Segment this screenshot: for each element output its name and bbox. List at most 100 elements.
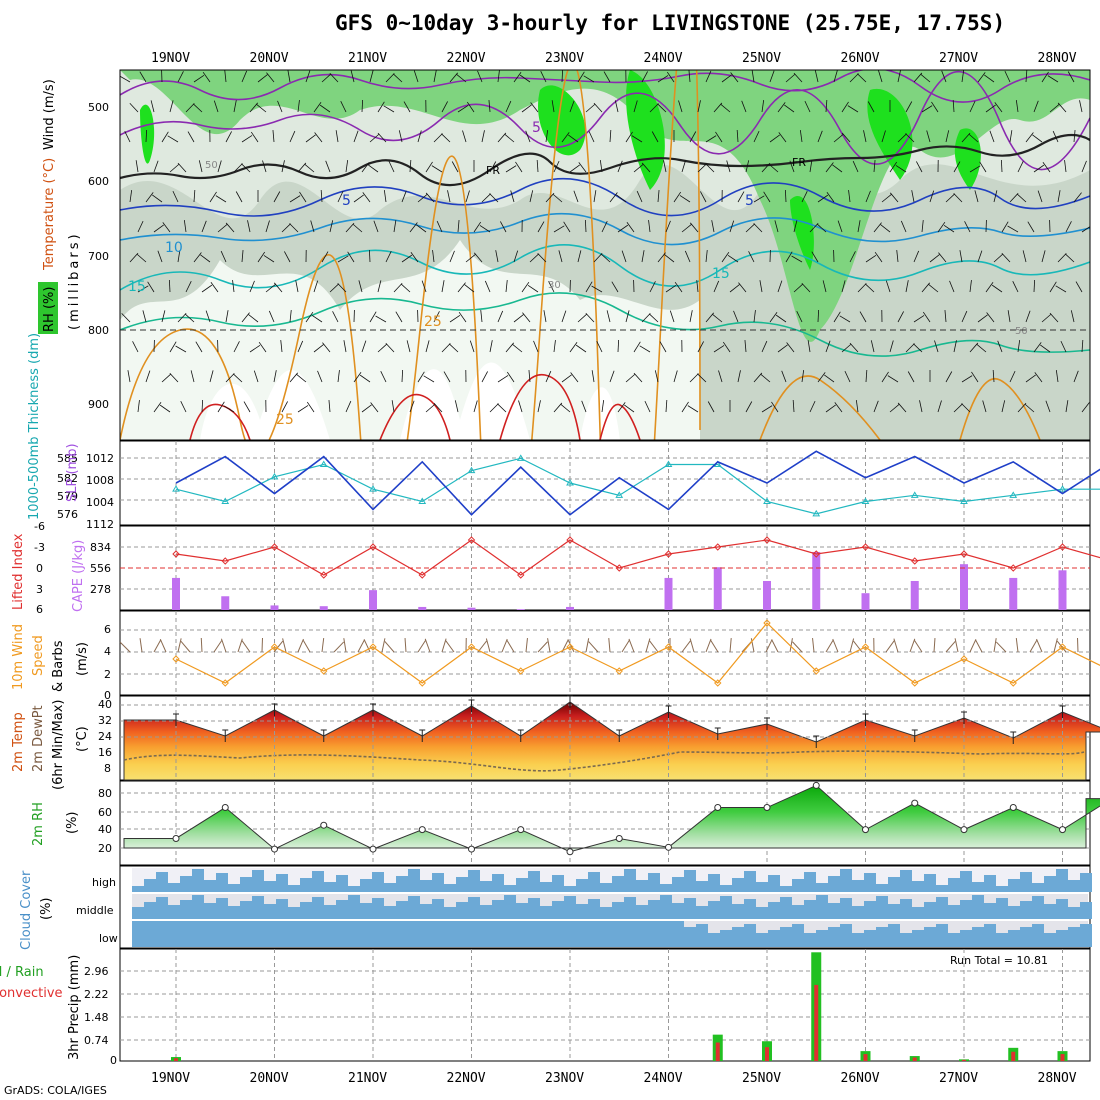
upper-wind-barb	[1034, 372, 1043, 383]
upper-wind-barb	[200, 254, 211, 263]
cloud-low-block	[204, 921, 216, 947]
cloud-high-block	[888, 877, 900, 892]
upper-wind-barb	[878, 70, 883, 83]
rh-contour-green-mid	[120, 70, 1090, 342]
day-label-top: 23NOV	[545, 51, 584, 66]
upper-wind-barb	[817, 372, 826, 383]
upper-wind-barb	[177, 250, 181, 263]
upper-wind-barb	[905, 343, 915, 353]
thickness-point	[910, 491, 919, 498]
precip-bars	[171, 952, 1068, 1061]
slp-tick: 1008	[86, 474, 114, 487]
upper-wind-barb	[581, 400, 587, 413]
upper-wind-barb	[943, 224, 955, 233]
cloud-mid-block	[768, 902, 780, 919]
upper-wind-barb	[864, 283, 875, 293]
upper-wind-barb	[249, 344, 261, 353]
cloud-high-block	[840, 869, 852, 892]
cloud-high-block	[156, 872, 168, 892]
upper-wind-barb	[448, 343, 459, 353]
upper-wind-barb	[473, 252, 483, 263]
upper-wind-barb	[563, 221, 571, 233]
isotherm-label: 15	[712, 266, 730, 282]
cloud-low-block	[456, 921, 468, 947]
upper-wind-barb	[881, 194, 892, 203]
upper-wind-barb	[825, 162, 834, 173]
upper-wind-barb	[1045, 400, 1051, 413]
cloud-low-block	[324, 921, 336, 947]
upper-wind-barb	[847, 105, 859, 113]
cloud-low-block	[336, 921, 348, 947]
rh2m-axis-label: 2m RH	[31, 802, 46, 846]
upper-wind-barb	[689, 310, 693, 323]
cloud-high-block	[900, 870, 912, 892]
upper-wind-barb	[177, 312, 187, 323]
wind-point	[714, 679, 722, 687]
isotherm-label: 10	[165, 240, 183, 256]
upper-wind-barb	[784, 189, 787, 203]
upper-wind-barb	[657, 190, 660, 203]
upper-wind-barb	[328, 400, 331, 413]
upper-wind-barb	[321, 73, 332, 83]
thickness-point	[960, 497, 968, 504]
slp-tick: 1012	[86, 452, 114, 465]
upper-wind-barb	[329, 220, 334, 233]
upper-wind-barb	[913, 250, 920, 263]
wind-barb	[343, 638, 347, 653]
cloud-low-block	[300, 921, 312, 947]
upper-wind-barb	[1081, 340, 1084, 353]
upper-wind-barb	[751, 70, 755, 83]
cloud-high-block	[132, 886, 144, 892]
upper-wind-barb	[256, 104, 267, 113]
wind-barb	[825, 639, 834, 653]
upper-wind-barb	[585, 312, 595, 323]
slp-axis-label: SLP (mb)	[65, 443, 80, 502]
upper-wind-barb	[513, 314, 524, 323]
temp-tick: 32	[98, 714, 112, 727]
upper-wind-barb	[593, 102, 603, 113]
upper-wind-barb	[991, 284, 1003, 293]
precip-label-total: Total / Rain	[0, 965, 44, 980]
upper-wind-barb	[385, 73, 395, 83]
upper-wind-barb	[986, 312, 995, 323]
upper-wind-barb	[865, 370, 868, 383]
rh2m-points	[172, 781, 1066, 856]
precip-tick: 2.96	[84, 965, 109, 978]
upper-wind-barb	[477, 70, 483, 83]
wind-barb	[710, 639, 719, 653]
cloud-high-block	[876, 884, 888, 892]
upper-wind-barb	[1064, 253, 1075, 263]
slp-series-line	[175, 450, 1100, 516]
cloud-low-block	[264, 921, 276, 947]
rh-point	[172, 834, 180, 842]
li-cape-yaxis: -6 -3 0 3 6 834 556 278	[34, 520, 111, 616]
upper-wind-barb	[614, 100, 619, 113]
upper-wind-barb	[881, 130, 886, 143]
upper-wind-barb	[1060, 340, 1067, 353]
cloud-mid-block	[204, 903, 216, 919]
cloud-high-block	[216, 873, 228, 892]
upper-wind-barb	[781, 370, 787, 383]
thickness-tick: 582	[57, 472, 78, 485]
upper-wind-barb	[441, 280, 445, 293]
upper-wind-barb	[120, 75, 131, 83]
cloud-high-block	[240, 877, 252, 892]
cloud-high-block	[672, 877, 684, 892]
upper-wind-barb	[984, 74, 995, 83]
upper-wind-barb	[849, 251, 856, 263]
cloud-low-block	[936, 924, 948, 947]
upper-wind-barb	[137, 220, 144, 233]
wind-barb	[525, 638, 528, 653]
upper-wind-barb	[697, 163, 707, 173]
upper-wind-barb	[713, 280, 720, 293]
upper-wind-barb	[425, 340, 430, 353]
upper-wind-barb	[540, 71, 547, 83]
upper-wind-barb	[481, 371, 488, 383]
upper-wind-barb	[201, 399, 204, 413]
upper-wind-barb	[678, 100, 683, 113]
li-point	[763, 536, 771, 544]
upper-wind-barb	[721, 74, 732, 83]
cloud-low-block	[600, 921, 612, 947]
cloud-high-block	[660, 884, 672, 892]
upper-wind-barb	[928, 284, 939, 293]
